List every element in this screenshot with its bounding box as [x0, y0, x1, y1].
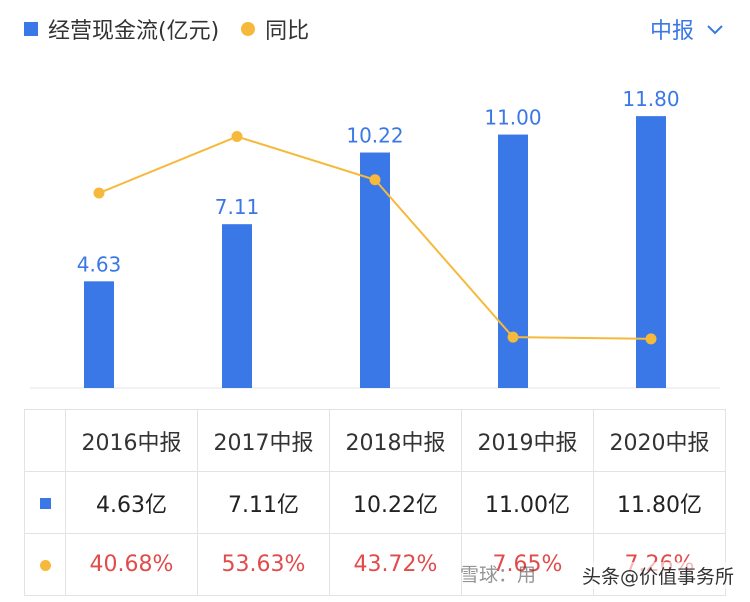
yoy-point: [93, 187, 105, 199]
bar: [636, 116, 666, 389]
chart-legend: 经营现金流(亿元) 同比: [24, 14, 309, 44]
table-header-row: 2016中报 2017中报 2018中报 2019中报 2020中报: [24, 409, 726, 472]
table-header-cell: 2017中报: [197, 409, 330, 472]
table-header-cell: 2016中报: [65, 409, 198, 472]
cashflow-chart: 4.63 7.11 10.22 11.00 11.80: [30, 87, 720, 389]
table-row-marker-cell: [24, 533, 66, 596]
watermark-right: 头条@价值事务所: [581, 562, 734, 589]
table-header-cell: 2020中报: [593, 409, 726, 472]
line-series-label: 同比: [265, 19, 310, 44]
table-cell: 11.80亿: [593, 471, 726, 534]
table-corner-cell: [24, 409, 66, 472]
chevron-down-icon: [707, 25, 723, 35]
bar: [84, 281, 114, 388]
bar-data-label: 11.80: [622, 87, 679, 111]
bar: [498, 134, 528, 388]
table-row-marker-cell: [24, 471, 66, 534]
table-cell: 11.00亿: [461, 471, 594, 534]
table-cell: 43.72%: [329, 533, 462, 596]
table-header-cell: 2019中报: [461, 409, 594, 472]
table-cell: 7.65%: [461, 533, 594, 596]
yoy-point: [369, 174, 381, 186]
bar-data-label: 7.11: [215, 195, 260, 219]
table-cell: 4.63亿: [65, 471, 198, 534]
yoy-point: [645, 333, 657, 345]
bar-series-marker: [39, 498, 51, 509]
table-cell: 53.63%: [197, 533, 330, 596]
line-series-marker: [241, 22, 256, 36]
bar: [360, 152, 390, 388]
bar-series-marker: [24, 22, 38, 36]
table-cell: 10.22亿: [329, 471, 462, 534]
yoy-point: [507, 331, 519, 343]
table-row-cashflow: 4.63亿 7.11亿 10.22亿 11.00亿 11.80亿: [24, 471, 726, 534]
yoy-point: [231, 131, 243, 143]
bar-data-label: 10.22: [346, 124, 403, 148]
table-cell: 40.68%: [65, 533, 198, 596]
period-dropdown-label: 中报: [649, 19, 694, 44]
table-header-cell: 2018中报: [329, 409, 462, 472]
bar-data-label: 4.63: [77, 252, 122, 276]
watermark-left: 雪球：用: [460, 564, 537, 586]
bar-data-label: 11.00: [484, 106, 541, 130]
bar-series-label: 经营现金流(亿元): [48, 19, 220, 44]
period-dropdown[interactable]: 中报: [650, 14, 724, 44]
line-series-marker: [39, 560, 51, 571]
bar: [222, 224, 252, 388]
table-cell: 7.11亿: [197, 471, 330, 534]
